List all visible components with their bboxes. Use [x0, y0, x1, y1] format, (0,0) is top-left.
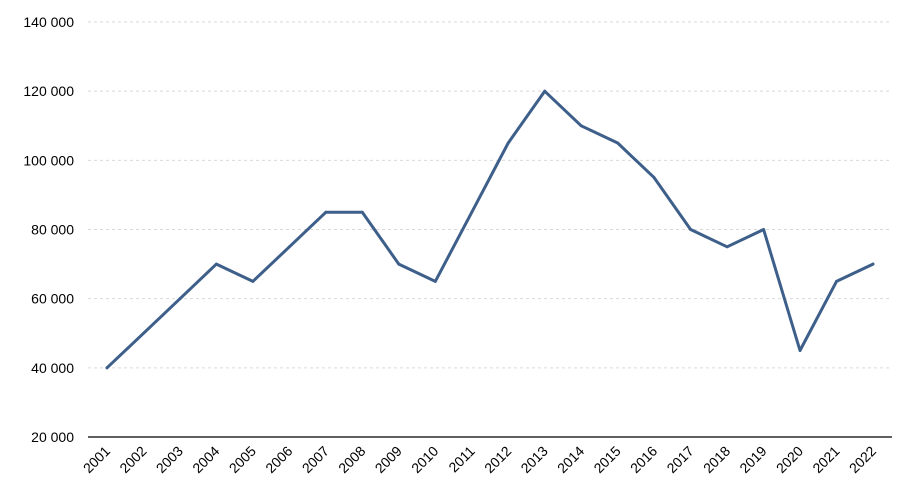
- x-tick-label: 2007: [299, 443, 332, 476]
- x-tick-label: 2017: [663, 443, 696, 476]
- data-point: [689, 228, 693, 231]
- data-point: [397, 262, 401, 266]
- x-tick-label: 2005: [226, 443, 259, 476]
- y-tick-label: 140 000: [23, 14, 74, 30]
- x-axis-tick-labels: 2001 2002 2003 2004 2005 2006 2007 2008 2009 2010…: [80, 443, 879, 476]
- data-point: [835, 279, 838, 283]
- data-point: [251, 279, 255, 283]
- y-tick-label: 20 000: [31, 429, 74, 445]
- x-tick-label: 2016: [627, 443, 660, 476]
- x-tick-label: 2019: [736, 443, 769, 476]
- x-tick-label: 2006: [262, 443, 295, 476]
- data-point: [287, 245, 291, 249]
- series-layer: [105, 89, 875, 370]
- data-point: [725, 245, 729, 249]
- data-point: [579, 124, 583, 128]
- data-point: [178, 297, 182, 301]
- data-point: [433, 279, 437, 283]
- data-point: [616, 141, 620, 145]
- data-point: [470, 210, 474, 214]
- data-point: [215, 262, 218, 266]
- y-tick-label: 60 000: [31, 291, 74, 307]
- x-tick-label: 2009: [372, 443, 405, 476]
- x-tick-label: 2020: [773, 443, 806, 476]
- x-tick-label: 2011: [445, 443, 478, 476]
- data-point: [324, 210, 328, 214]
- data-point: [142, 331, 145, 335]
- data-point: [506, 141, 510, 145]
- y-axis-tick-labels: 20 000 40 000 60 000 80 000 100 000 120 000 14…: [23, 14, 74, 445]
- data-point: [798, 349, 802, 352]
- x-tick-label: 2004: [189, 443, 222, 476]
- x-tick-label: 2021: [809, 443, 842, 476]
- gridlines: [88, 21, 892, 369]
- series-line: [105, 89, 875, 370]
- x-tick-label: 2014: [554, 443, 587, 476]
- x-tick-label: 2003: [153, 443, 186, 476]
- data-point: [543, 89, 547, 93]
- y-tick-label: 120 000: [23, 83, 74, 99]
- y-tick-label: 80 000: [31, 222, 74, 238]
- x-tick-label: 2015: [590, 443, 623, 476]
- data-point: [105, 366, 109, 370]
- x-tick-label: 2001: [80, 443, 113, 476]
- data-point: [762, 228, 765, 231]
- data-point: [652, 176, 656, 180]
- x-tick-label: 2010: [408, 443, 441, 476]
- y-tick-label: 100 000: [23, 152, 74, 168]
- x-tick-label: 2018: [700, 443, 733, 476]
- x-tick-label: 2022: [846, 443, 879, 476]
- x-tick-label: 2013: [517, 443, 550, 476]
- data-point: [871, 262, 875, 266]
- y-tick-label: 40 000: [31, 360, 74, 376]
- x-tick-label: 2008: [335, 443, 368, 476]
- x-tick-label: 2002: [116, 443, 149, 476]
- x-tick-label: 2012: [481, 443, 514, 476]
- data-point: [360, 210, 364, 214]
